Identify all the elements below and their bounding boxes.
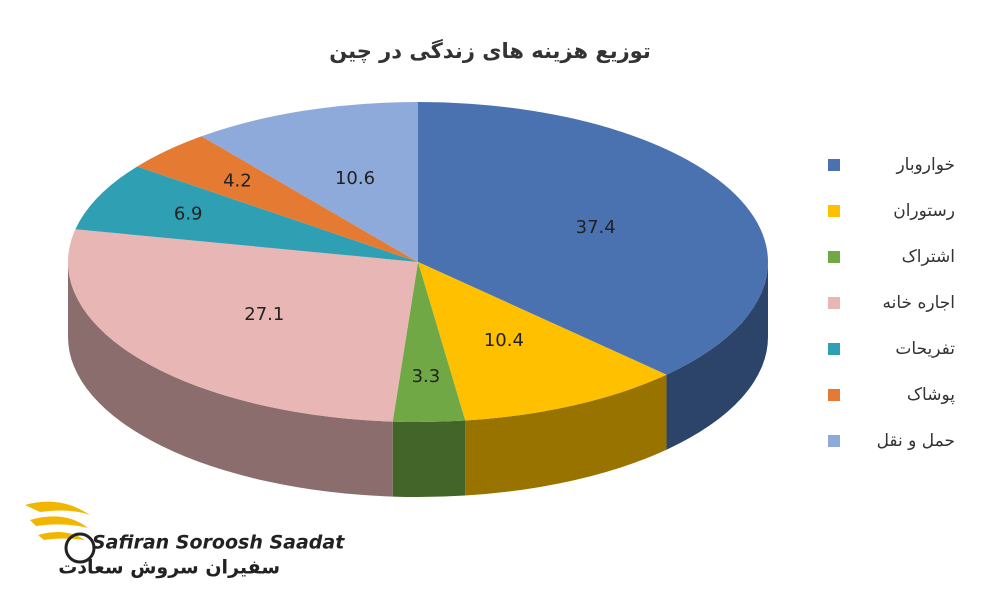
data-label: 3.3	[412, 366, 441, 387]
data-label: 10.4	[484, 330, 524, 351]
slice	[392, 262, 466, 422]
slice-side	[465, 374, 667, 496]
legend-swatch	[828, 159, 840, 171]
legend-label: اشتراک	[902, 247, 955, 267]
legend-swatch	[828, 389, 840, 401]
brand-name-fa: سفیران سروش سعادت	[58, 557, 280, 579]
legend-label: رستوران	[893, 201, 955, 221]
legend-label: اجاره خانه	[883, 293, 955, 313]
legend-swatch	[828, 205, 840, 217]
slice-side	[68, 262, 393, 497]
chart-title: توزیع هزینه های زندگی در چین	[329, 38, 650, 63]
logo-ring	[64, 532, 96, 564]
data-label: 27.1	[244, 304, 284, 325]
legend-swatch	[828, 343, 840, 355]
legend-swatch	[828, 435, 840, 447]
slice	[418, 262, 667, 421]
slice-side	[392, 420, 466, 498]
data-label: 37.4	[576, 217, 616, 238]
logo: Safiran Soroosh Saadat سفیران سروش سعادت	[25, 501, 345, 579]
legend-label: پوشاک	[907, 385, 955, 405]
data-label: 6.9	[174, 204, 203, 225]
legend-label: خواروبار	[895, 155, 955, 175]
logo-wing	[25, 501, 90, 540]
slice	[67, 229, 418, 422]
legend-swatch	[828, 251, 840, 263]
slice	[201, 102, 418, 262]
legend-label: حمل و نقل	[877, 431, 955, 451]
slice	[137, 136, 418, 262]
slice-side	[666, 262, 768, 450]
legend-label: تفریحات	[895, 339, 955, 359]
legend-swatch	[828, 297, 840, 309]
slice	[75, 166, 418, 262]
data-label: 10.6	[335, 168, 375, 189]
slice	[418, 102, 768, 375]
brand-name: Safiran Soroosh Saadat	[92, 532, 345, 554]
data-label: 4.2	[223, 171, 252, 192]
